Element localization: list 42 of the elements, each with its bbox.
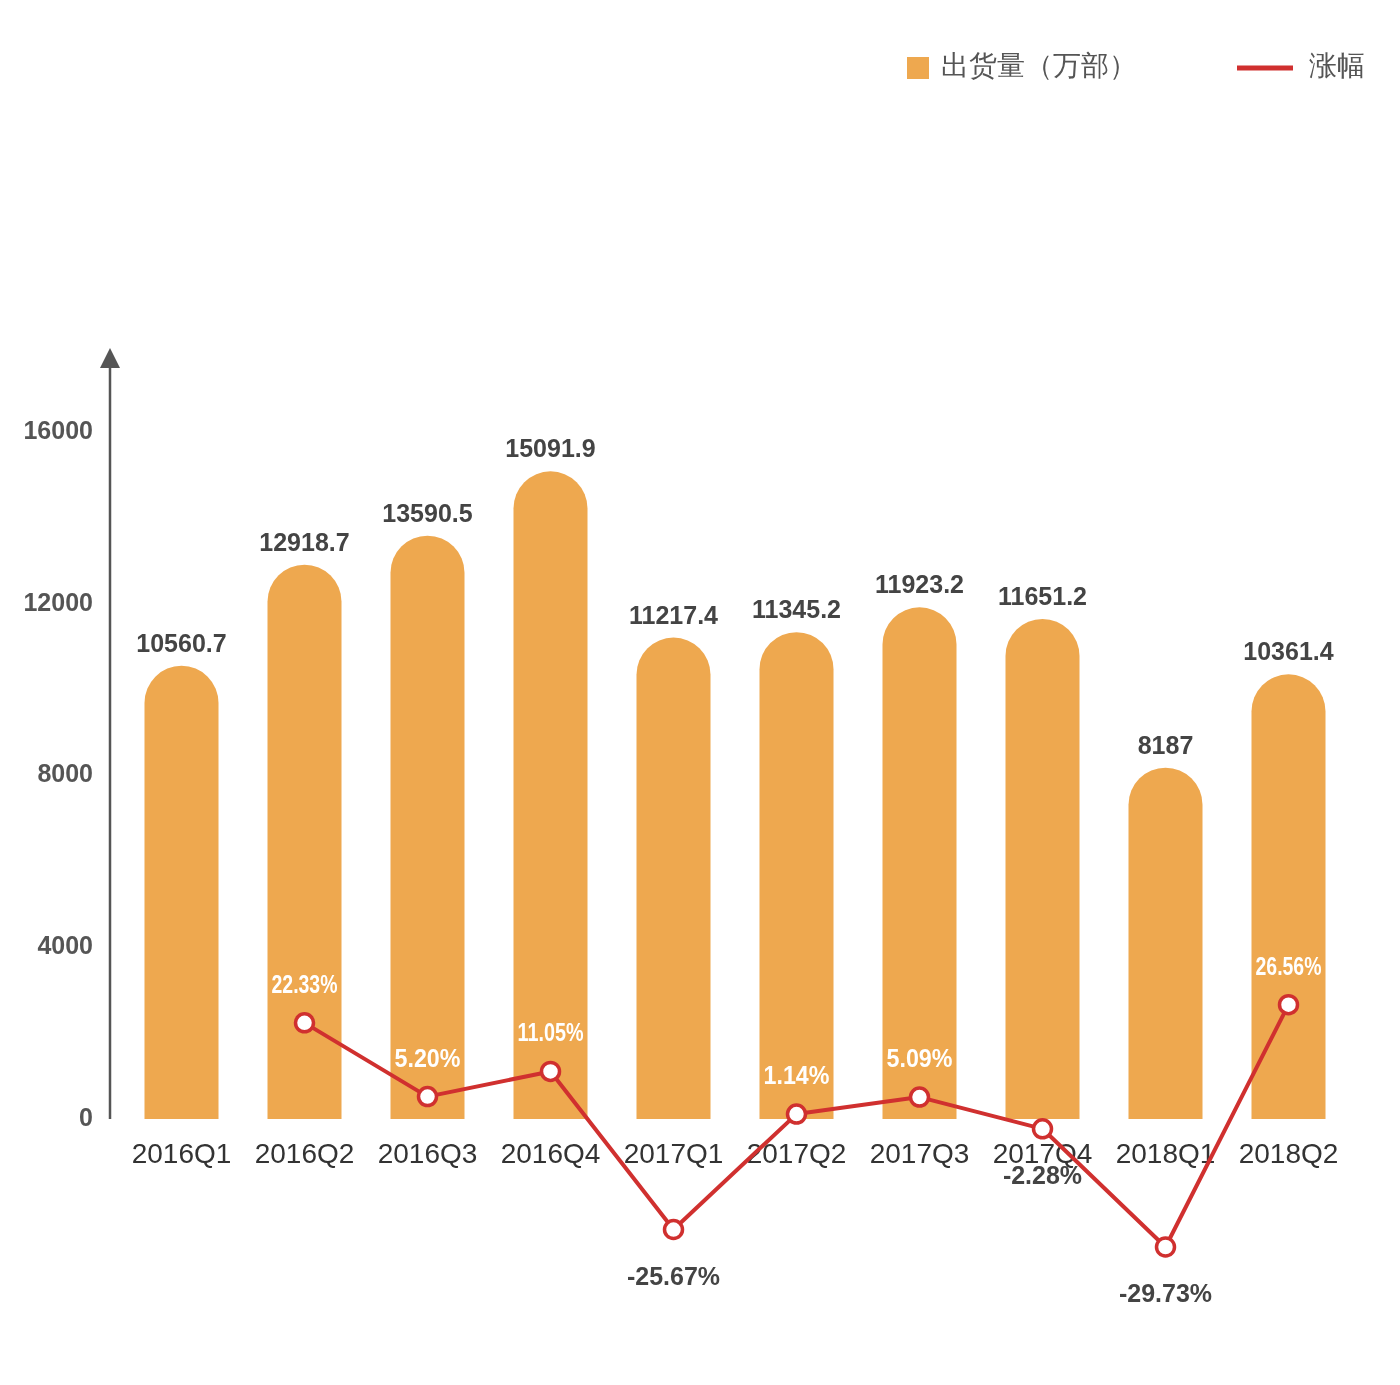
bar [390,535,465,1119]
data-label: 22.33% [271,969,357,998]
bar [882,607,957,1119]
x-tick-label: 2016Q1 [131,1138,232,1169]
data-label: 8187 [1137,730,1194,759]
x-tick-label: 2016Q4 [500,1138,601,1169]
data-label: 12918.7 [259,527,350,556]
bar [513,471,588,1119]
data-label: 11.05% [517,1018,601,1047]
x-tick-label: 2017Q3 [869,1138,970,1169]
legend-label: 出货量（万部） [941,50,1137,82]
data-label: -25.67% [626,1261,721,1290]
bar [759,632,834,1119]
data-label: 10560.7 [136,628,227,657]
bar [636,637,711,1119]
data-label: 10361.4 [1243,637,1334,666]
data-label: 15091.9 [505,434,596,463]
data-label: 5.09% [886,1044,958,1073]
x-tick-label: 2016Q2 [254,1138,355,1169]
data-label: 11345.2 [752,595,841,624]
y-tick-label: 4000 [37,930,93,959]
legend-label: 涨幅 [1309,50,1365,82]
data-label: 11217.4 [629,600,719,629]
data-label: 26.56% [1255,951,1341,980]
data-label: 11923.2 [875,570,964,599]
data-label: 1.14% [763,1061,835,1090]
bar [144,665,219,1119]
data-label: -29.73% [1118,1279,1213,1307]
y-tick-label: 0 [79,1102,93,1131]
x-tick-label: 2017Q1 [623,1138,724,1169]
y-tick-label: 16000 [23,415,93,444]
bar [1251,674,1326,1119]
data-label: 11651.2 [998,582,1087,610]
y-tick-label: 12000 [23,587,93,616]
x-tick-label: 2016Q3 [377,1138,478,1169]
y-tick-label: 8000 [37,759,93,788]
bar [1128,767,1203,1119]
data-label: 5.20% [394,1043,466,1072]
bar [267,564,342,1119]
x-tick-label: 2018Q2 [1238,1138,1339,1169]
data-label: 13590.5 [382,498,473,527]
bar [1005,619,1080,1119]
